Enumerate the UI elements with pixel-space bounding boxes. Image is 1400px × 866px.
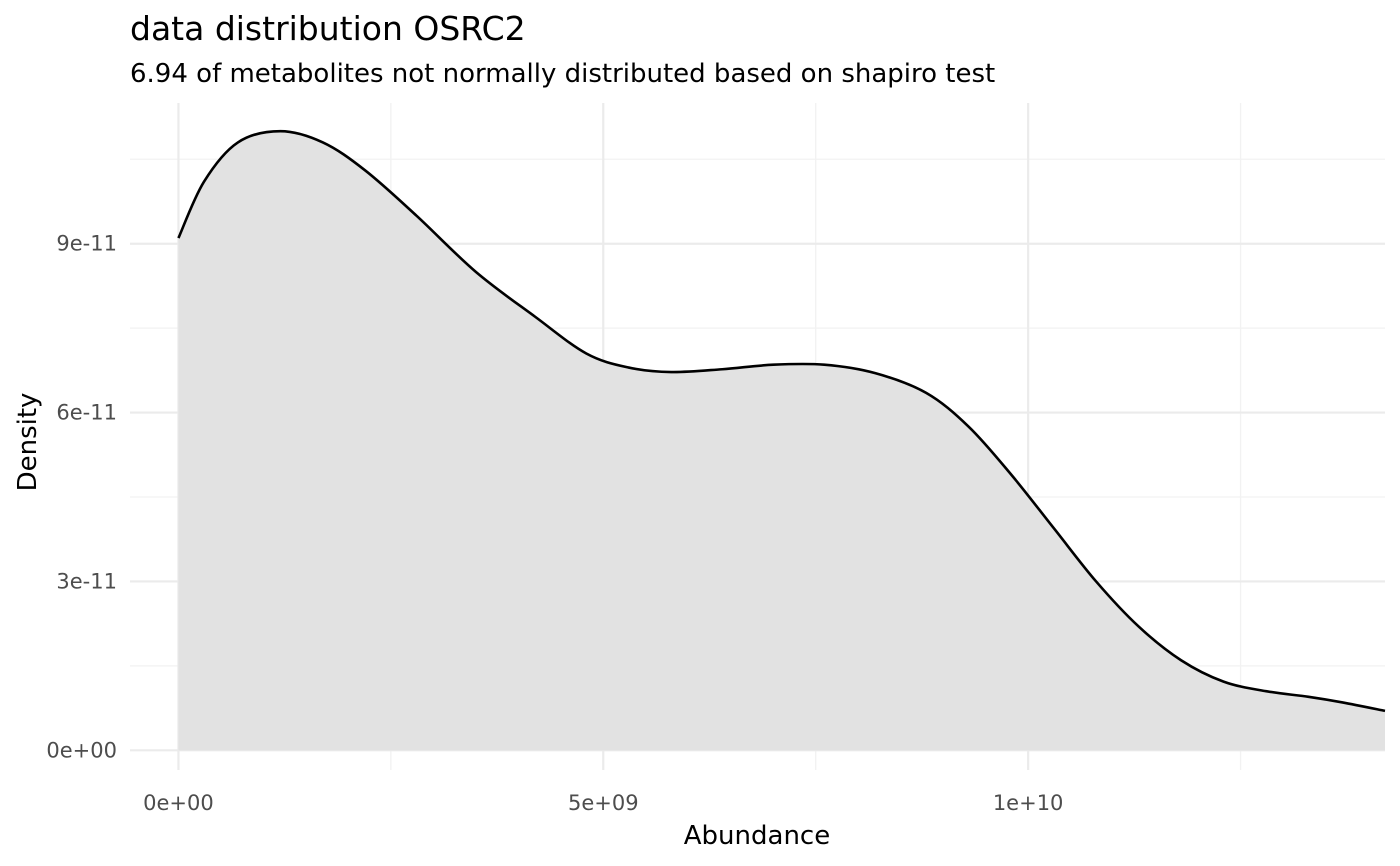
axis-ticks: 0e+00 5e+09 1e+10 0e+00 3e-11 6e-11 9e-11 [46, 232, 1063, 815]
y-tick-label: 6e-11 [56, 401, 117, 425]
y-tick-label: 9e-11 [56, 232, 117, 256]
y-tick-label: 0e+00 [46, 738, 117, 762]
x-axis-title: Abundance [684, 821, 830, 851]
chart-title: data distribution OSRC2 [130, 9, 526, 48]
chart-subtitle: 6.94 of metabolites not normally distrib… [130, 59, 995, 89]
y-tick-label: 3e-11 [56, 569, 117, 593]
x-tick-label: 0e+00 [143, 791, 214, 815]
density-area [177, 129, 1386, 751]
y-axis-title: Density [13, 393, 43, 492]
density-fill [178, 131, 1386, 751]
x-tick-label: 5e+09 [568, 791, 639, 815]
x-tick-label: 1e+10 [993, 791, 1064, 815]
density-line [177, 129, 1386, 713]
